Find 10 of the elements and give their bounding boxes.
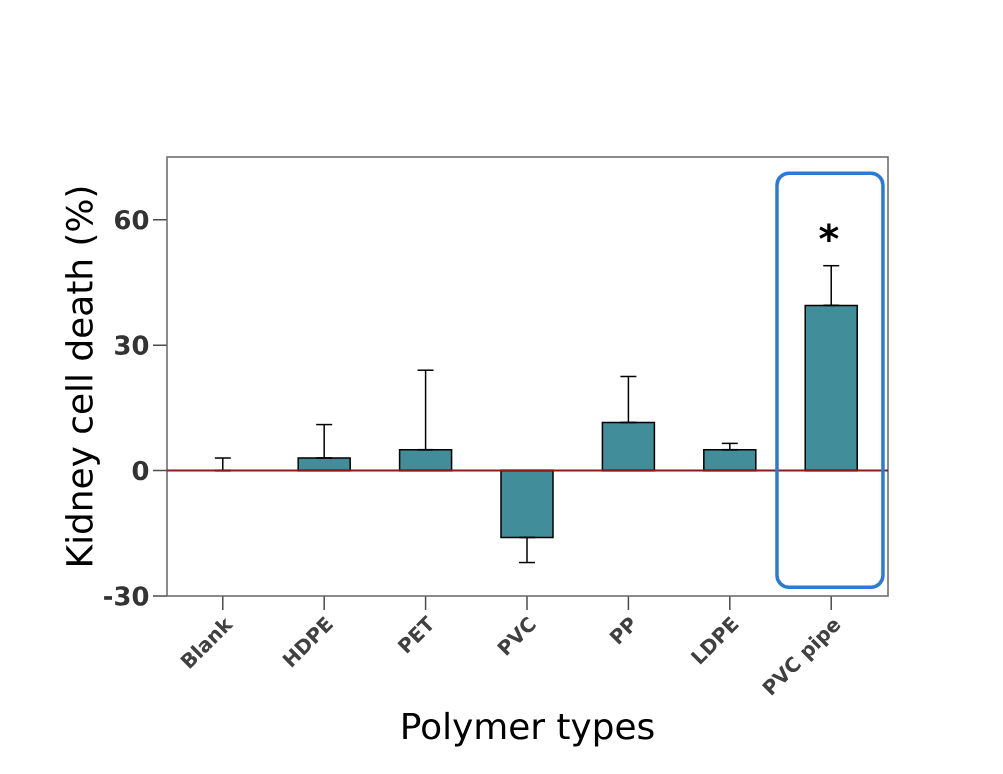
y-tick-label: -30 <box>104 586 149 606</box>
bar <box>703 448 757 472</box>
x-axis-title: Polymer types <box>403 711 654 747</box>
y-axis-title: Kidney cell death (%) <box>65 187 100 565</box>
annotation: * <box>819 223 839 242</box>
y-tick-label: 60 <box>115 209 149 230</box>
x-tick-label: PP <box>609 617 633 645</box>
y-tick-label: 0 <box>132 460 149 481</box>
bar <box>297 457 351 472</box>
y-tick-label: 30 <box>115 335 149 355</box>
